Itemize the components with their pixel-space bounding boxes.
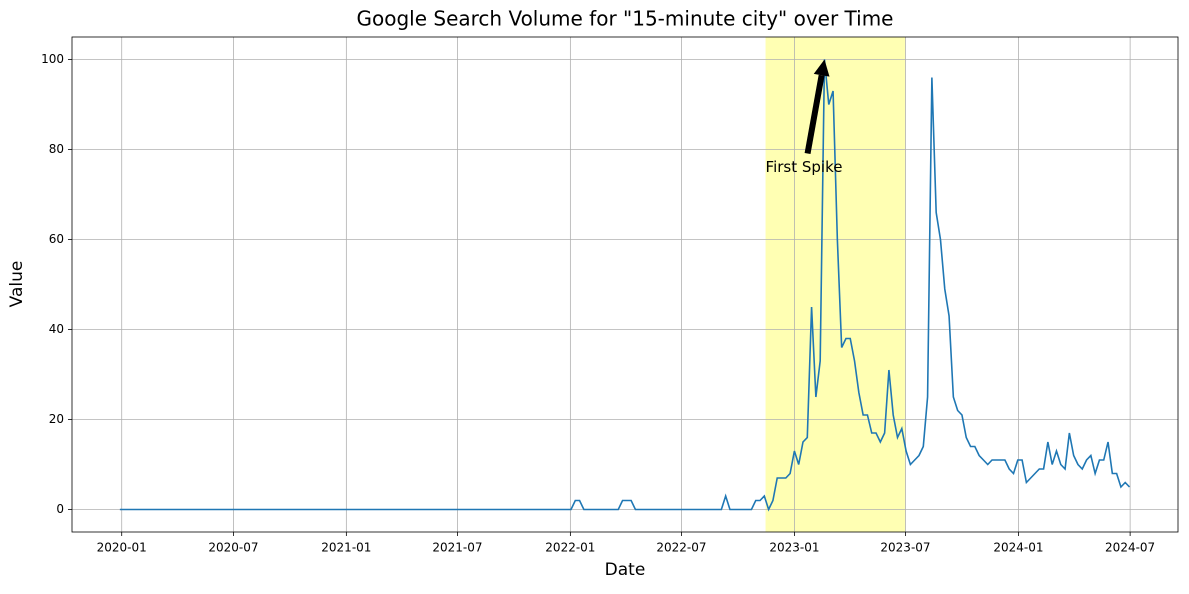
x-tick-label: 2021-01 <box>321 541 371 555</box>
x-tick-label: 2021-07 <box>432 541 482 555</box>
y-tick-label: 0 <box>56 502 64 516</box>
x-tick-label: 2023-07 <box>880 541 930 555</box>
x-tick-label: 2022-01 <box>545 541 595 555</box>
y-tick-label: 60 <box>49 232 64 246</box>
y-tick-label: 20 <box>49 412 64 426</box>
x-tick-label: 2023-01 <box>769 541 819 555</box>
y-axis-label: Value <box>7 261 27 308</box>
x-tick-label: 2020-07 <box>208 541 258 555</box>
annotation-arrow-shaft <box>804 74 825 155</box>
y-tick-label: 80 <box>49 142 64 156</box>
data-line <box>119 59 1131 512</box>
x-tick-label: 2024-01 <box>993 541 1043 555</box>
highlight-span <box>765 37 906 532</box>
x-axis-label: Date <box>605 560 646 580</box>
y-tick-label: 40 <box>49 322 64 336</box>
axes-frame <box>71 36 1179 533</box>
chart-title: Google Search Volume for "15-minute city… <box>356 7 893 31</box>
x-tick-label: 2022-07 <box>656 541 706 555</box>
x-tick-label: 2024-07 <box>1105 541 1155 555</box>
annotation-arrow-head <box>813 59 830 77</box>
x-tick-label: 2020-01 <box>97 541 147 555</box>
y-tick-label: 100 <box>41 52 64 66</box>
annotation-text: First Spike <box>766 158 843 176</box>
